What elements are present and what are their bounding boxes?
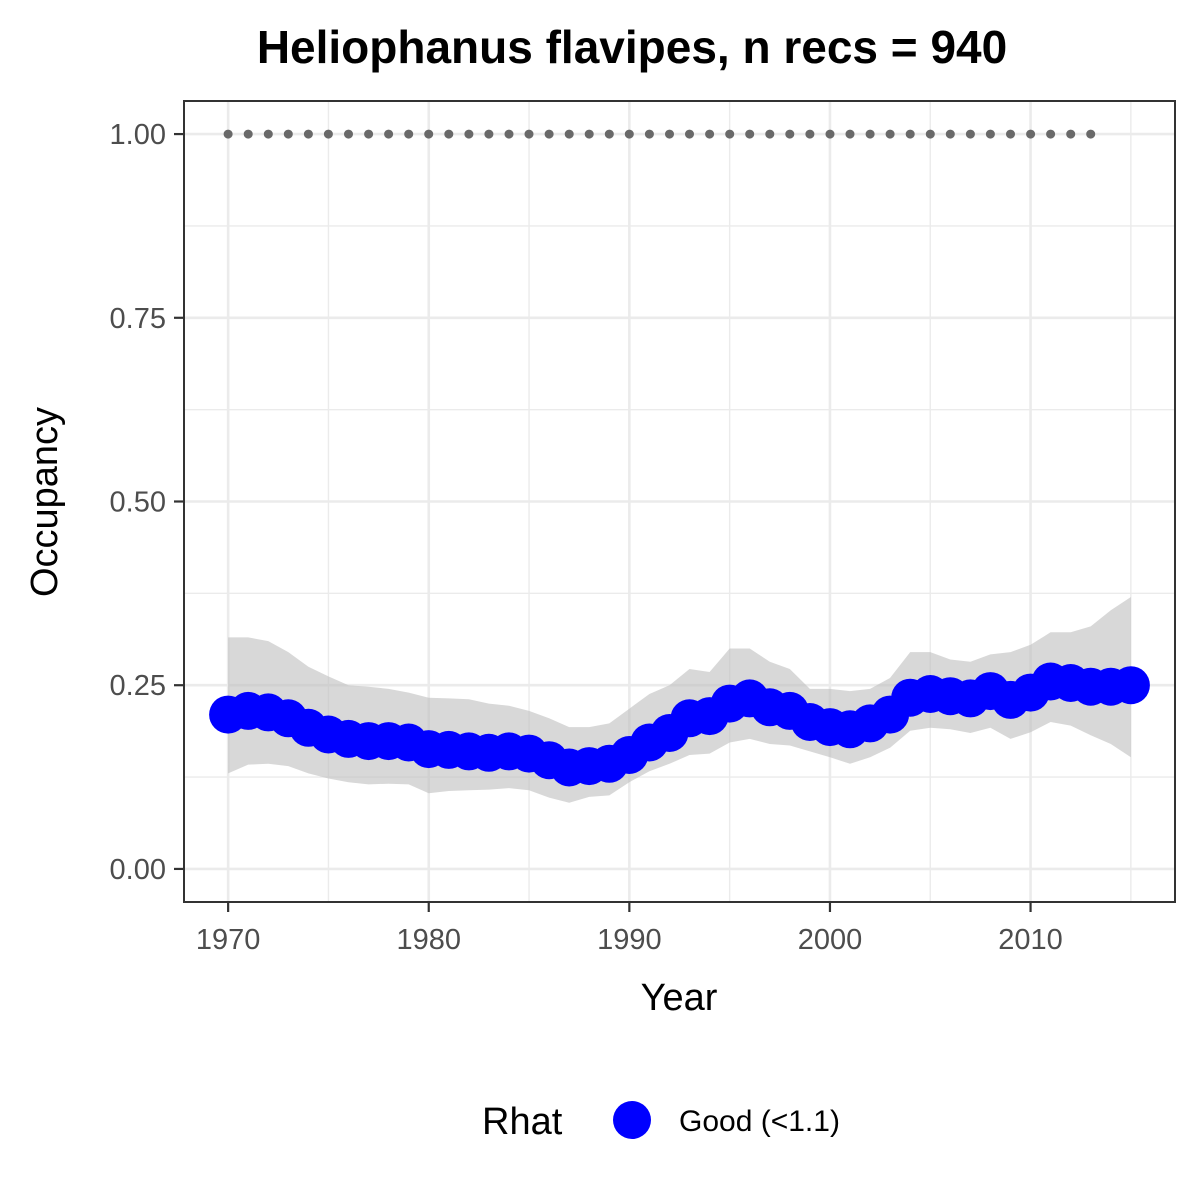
reference-point: [243, 129, 253, 139]
legend-key-good: [613, 1101, 651, 1139]
reference-point: [624, 129, 634, 139]
reference-point: [865, 129, 875, 139]
reference-point: [504, 129, 514, 139]
reference-point: [303, 129, 313, 139]
reference-point: [685, 129, 694, 139]
legend-label-good: Good (<1.1): [679, 1105, 840, 1138]
reference-point: [644, 129, 654, 139]
reference-point: [223, 129, 233, 139]
reference-point: [424, 129, 434, 139]
mean-occupancy-point: [1111, 666, 1150, 705]
x-tick-label: 1980: [396, 924, 461, 956]
reference-point: [1046, 129, 1056, 139]
reference-point: [464, 129, 474, 139]
reference-point: [444, 129, 454, 139]
legend-title: Rhat: [482, 1101, 563, 1143]
reference-point: [805, 129, 815, 139]
reference-point: [1006, 129, 1015, 139]
reference-point: [885, 129, 895, 139]
reference-point: [564, 129, 574, 139]
y-tick-label: 0.25: [110, 670, 166, 702]
reference-point: [845, 129, 855, 139]
reference-point: [484, 129, 494, 139]
reference-point: [905, 129, 915, 139]
reference-point: [283, 129, 293, 139]
reference-point: [785, 129, 795, 139]
y-tick-label: 0.50: [110, 487, 166, 519]
reference-point: [524, 129, 534, 139]
reference-point: [1026, 129, 1036, 139]
chart-title: Heliophanus flavipes, n recs = 940: [257, 21, 1007, 73]
reference-point: [665, 129, 674, 139]
reference-point: [705, 129, 715, 139]
x-tick-label: 2000: [798, 924, 863, 956]
reference-point: [344, 129, 353, 139]
reference-point: [765, 129, 775, 139]
y-axis: 0.00 0.25 0.50 0.75 1.00: [110, 119, 184, 886]
reference-point: [925, 129, 935, 139]
reference-point: [384, 129, 394, 139]
x-tick-label: 1970: [196, 924, 261, 956]
x-tick-label: 2010: [998, 924, 1063, 956]
reference-point: [584, 129, 594, 139]
reference-point: [985, 129, 995, 139]
y-tick-label: 1.00: [110, 119, 166, 151]
reference-point: [825, 129, 835, 139]
reference-points-layer: [223, 129, 1096, 139]
reference-point: [323, 129, 333, 139]
reference-point: [404, 129, 414, 139]
x-tick-label: 1990: [597, 924, 662, 956]
reference-point: [364, 129, 374, 139]
y-tick-label: 0.75: [110, 303, 166, 335]
reference-point: [263, 129, 273, 139]
reference-point: [1086, 129, 1096, 139]
reference-point: [725, 129, 735, 139]
reference-point: [544, 129, 554, 139]
y-tick-label: 0.00: [110, 854, 166, 886]
legend: Rhat Good (<1.1): [482, 1101, 840, 1143]
x-axis: 1970 1980 1990 2000 2010: [196, 902, 1063, 956]
reference-point: [965, 129, 975, 139]
reference-point: [945, 129, 955, 139]
reference-point: [745, 129, 755, 139]
reference-point: [1066, 129, 1076, 139]
mean-occupancy-layer: [209, 662, 1150, 787]
x-axis-title: Year: [641, 977, 718, 1019]
y-axis-title: Occupancy: [24, 407, 66, 597]
reference-point: [604, 129, 614, 139]
